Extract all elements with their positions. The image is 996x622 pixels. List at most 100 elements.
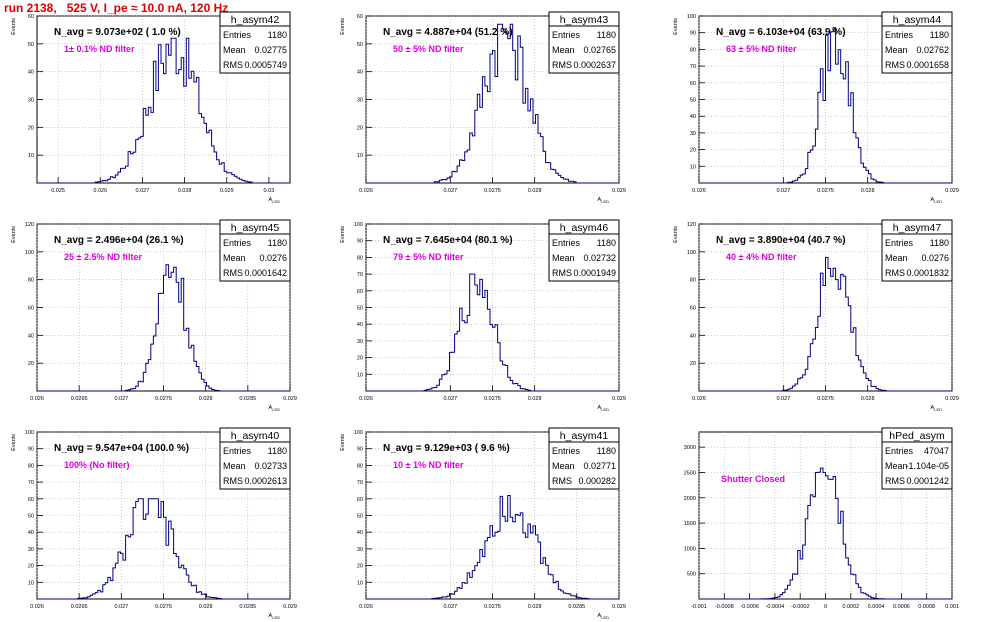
y-tick-label: 70	[357, 480, 363, 486]
y-tick-label: 50	[357, 42, 363, 48]
stats-value: 0.02733	[254, 461, 287, 471]
x-tick-label: 0.029	[945, 396, 959, 402]
x-tick-label: 0.027	[443, 188, 457, 194]
x-tick-label: 0.0275	[484, 188, 501, 194]
stats-value: 0.0001832	[906, 268, 949, 278]
x-axis-subscript: LED	[272, 407, 280, 412]
y-tick-label: 100	[25, 250, 34, 256]
x-tick-label: 0.027	[114, 604, 128, 610]
stats-value: 1180	[268, 238, 287, 248]
stats-key: Mean	[885, 45, 908, 55]
y-tick-label: 60	[357, 14, 363, 20]
y-tick-label: 10	[357, 580, 363, 586]
histogram-line	[699, 27, 952, 184]
filter-annotation: 63 ± 5% ND filter	[726, 44, 797, 54]
stats-value: 0.02732	[583, 253, 616, 263]
y-tick-label: 60	[28, 497, 34, 503]
stats-key: Entries	[223, 30, 252, 40]
y-tick-label: 40	[357, 322, 363, 328]
filter-annotation: Shutter Closed	[721, 474, 785, 484]
y-tick-label: 2500	[684, 470, 696, 476]
stats-value: 1180	[597, 30, 616, 40]
stats-value: 0.02771	[583, 461, 616, 471]
stats-key: RMS	[223, 268, 243, 278]
y-tick-label: 10	[357, 372, 363, 378]
stats-value: 0.0002613	[244, 476, 287, 486]
x-tick-label: -0.0004	[766, 604, 785, 610]
stats-value: 0.0002637	[573, 60, 616, 70]
x-axis-title: ALED	[598, 405, 610, 412]
histogram-name: h_asym45	[231, 222, 280, 234]
stats-key: RMS	[223, 476, 243, 486]
x-tick-label: 0	[824, 604, 827, 610]
y-tick-label: 20	[28, 125, 34, 131]
stats-value: 1180	[597, 238, 616, 248]
x-tick-label: 0.029	[283, 604, 297, 610]
n-avg-label: N_avg = 4.887e+04 (51.2 %)	[383, 27, 513, 38]
stats-key: Entries	[552, 30, 581, 40]
y-tick-label: 20	[357, 356, 363, 362]
stats-key: Mean	[552, 461, 575, 471]
y-tick-label: 80	[357, 255, 363, 261]
y-tick-label: 30	[690, 131, 696, 137]
y-tick-label: 40	[28, 530, 34, 536]
histogram-name: h_asym46	[560, 222, 609, 234]
stats-key: RMS	[885, 476, 905, 486]
x-tick-label: 0.0275	[155, 604, 172, 610]
y-tick-label: 1500	[684, 521, 696, 527]
histogram-line	[37, 498, 290, 600]
y-axis-title: Events	[340, 226, 346, 243]
stats-key: Entries	[885, 238, 914, 248]
x-tick-label: 0.025	[51, 188, 65, 194]
pad-h_asym42: 0.025 0.026 0.027 0.028 0.029 0.03 10 20 30 40 50 6…	[11, 11, 291, 204]
filter-annotation: 50 ± 5% ND filter	[393, 44, 464, 54]
y-tick-label: 90	[357, 239, 363, 245]
stats-key: Mean	[223, 45, 246, 55]
stats-key: Entries	[552, 238, 581, 248]
stats-value: 0.02775	[254, 45, 287, 55]
stats-key: Mean	[885, 253, 908, 263]
stats-key: RMS	[552, 476, 572, 486]
y-tick-label: 100	[25, 430, 34, 436]
filter-annotation: 10 ± 1% ND filter	[393, 460, 464, 470]
y-tick-label: 120	[687, 222, 696, 228]
stats-key: Mean	[223, 461, 246, 471]
x-tick-label: 0.029	[945, 188, 959, 194]
stats-box	[548, 11, 620, 74]
stats-box	[548, 219, 620, 282]
histogram-name: h_asym40	[231, 430, 280, 442]
y-tick-label: 50	[690, 98, 696, 104]
histogram-line	[366, 273, 619, 392]
y-tick-label: 90	[357, 447, 363, 453]
x-tick-label: 0.028	[861, 396, 875, 402]
y-tick-label: 30	[28, 98, 34, 104]
stats-value: 0.000282	[578, 476, 616, 486]
x-tick-label: 0.001	[945, 604, 959, 610]
stats-key: RMS	[552, 60, 572, 70]
histogram-name: h_asym43	[560, 14, 609, 26]
stats-value: 0.0005749	[244, 60, 287, 70]
n-avg-label: N_avg = 9.073e+02 ( 1.0 %)	[54, 27, 181, 38]
pad-h_asym47: 0.026 0.027 0.0275 0.028 0.029 20 40 60 80 100 120…	[673, 219, 959, 412]
y-tick-label: 70	[28, 480, 34, 486]
y-tick-label: 60	[690, 81, 696, 87]
stats-key: Entries	[885, 446, 914, 456]
y-tick-label: 80	[690, 278, 696, 284]
y-tick-label: 40	[357, 70, 363, 76]
y-axis-title: Events	[11, 226, 17, 243]
stats-value: 47047	[924, 446, 949, 456]
n-avg-label: N_avg = 7.645e+04 (80.1 %)	[383, 235, 513, 246]
x-tick-label: 0.026	[93, 188, 107, 194]
x-axis-subscript: LED	[934, 407, 942, 412]
x-tick-label: 0.026	[359, 604, 373, 610]
x-tick-label: 0.0006	[893, 604, 910, 610]
y-tick-label: 2000	[684, 496, 696, 502]
histogram-name: h_asym42	[231, 14, 280, 26]
stats-key: Mean	[552, 45, 575, 55]
stats-key: Entries	[223, 238, 252, 248]
x-tick-label: 0.026	[30, 396, 44, 402]
stats-box	[219, 219, 291, 282]
n-avg-label: N_avg = 9.547e+04 (100.0 %)	[54, 443, 189, 454]
y-tick-label: 80	[690, 47, 696, 53]
y-tick-label: 80	[28, 278, 34, 284]
